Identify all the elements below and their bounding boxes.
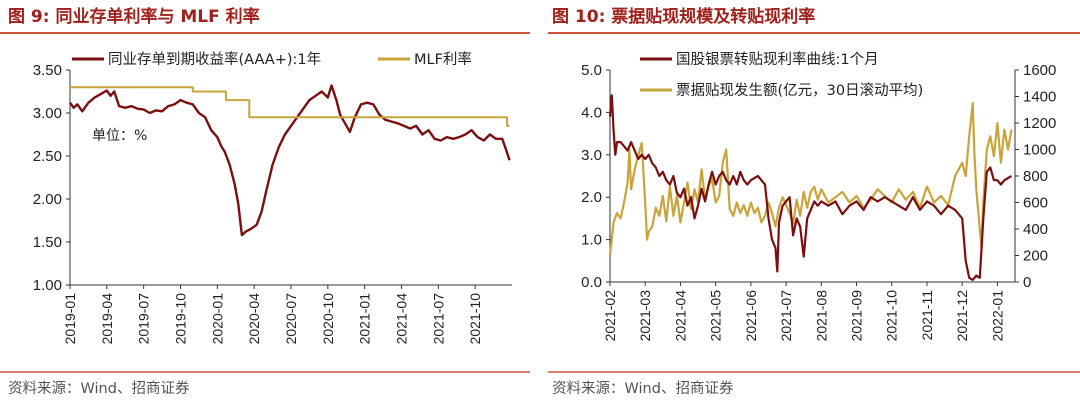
chart1-source: 资料来源：Wind、招商证券 [8,380,190,397]
chart2-y-tick-label: 3.0 [581,147,602,164]
chart2-y-tick-label: 0.0 [581,274,602,291]
chart2-title: 图 10: 票据贴现规模及转贴现利率 [552,6,815,27]
chart1-unit-note: 单位：% [92,128,147,144]
chart1-x-tick-label: 2021-10 [467,293,483,345]
chart2-x-tick-label: 2021-04 [672,290,688,342]
chart1-x-tick-label: 2021-01 [357,293,373,345]
chart1-y-tick-label: 2.50 [33,148,62,165]
chart2-x-tick-label: 2022-01 [989,290,1005,342]
chart1-x-tick-label: 2019-04 [99,293,115,345]
chart1-y-tick-label: 3.00 [33,105,62,122]
chart2-series-discount-volume [608,102,1013,256]
chart1-x-tick-label: 2019-10 [173,293,189,345]
chart2-y-tick-label: 1.0 [581,232,602,249]
chart2-y2-tick-label: 800 [1023,168,1048,185]
chart1-y-tick-label: 1.00 [33,277,62,294]
chart1-x-tick-label: 2019-01 [62,293,78,345]
chart1-legend-mlf: MLF利率 [414,51,472,68]
chart1-y-tick-label: 3.50 [33,62,62,79]
chart2-source: 资料来源：Wind、招商证券 [552,380,734,397]
chart1-x-tick-label: 2019-07 [136,293,152,345]
chart2-legend-rate: 国股银票转贴现利率曲线:1个月 [676,51,879,68]
chart1-series-ncd-rate [69,84,511,237]
chart1-x-tick-label: 2020-07 [283,293,299,345]
chart2-y2-tick-label: 600 [1023,195,1048,212]
chart2-x-tick-label: 2021-03 [637,290,653,342]
chart1-title: 图 9: 同业存单利率与 MLF 利率 [8,6,260,27]
chart2-y-tick-label: 4.0 [581,104,602,121]
chart1-series-mlf-rate [70,86,510,127]
chart2-y2-tick-label: 1000 [1023,142,1056,159]
chart2-series-rediscount-rate [608,94,1013,281]
chart2-x-tick-label: 2021-09 [849,290,865,342]
chart1-x-tick-label: 2020-04 [246,293,262,345]
chart2-y-tick-label: 2.0 [581,189,602,206]
chart1-plot: 3.50 3.00 2.50 2.00 1.50 1.00 2019-01 2019-04 2… [33,51,512,344]
chart2-y2-tick-label: 1200 [1023,115,1056,132]
chart1-x-tick-label: 2020-01 [209,293,225,345]
chart2-x-tick-label: 2021-12 [954,290,970,342]
chart2-x-tick-label: 2021-10 [884,290,900,342]
chart2-y2-tick-label: 1600 [1023,62,1056,79]
chart1-x-tick-label: 2021-04 [394,293,410,345]
chart2-y2-tick-label: 200 [1023,248,1048,265]
chart2-x-tick-label: 2021-06 [743,290,759,342]
chart2-x-tick-label: 2021-02 [602,290,618,342]
chart2-y-tick-label: 5.0 [581,62,602,79]
chart1-y-tick-label: 1.50 [33,234,62,251]
chart1-x-tick-label: 2021-07 [430,293,446,345]
chart2-plot: 5.0 4.0 3.0 2.0 1.0 0.0 1600 1400 1200 1000 800 60… [581,51,1056,341]
chart2-x-tick-label: 2021-08 [813,290,829,342]
chart2-x-tick-label: 2021-07 [778,290,794,342]
chart2-x-tick-label: 2021-05 [708,290,724,342]
chart1-y-tick-label: 2.00 [33,191,62,208]
chart2-legend-volume: 票据贴现发生额(亿元，30日滚动平均) [676,82,923,99]
chart2-y2-tick-label: 400 [1023,221,1048,238]
chart2-y2-tick-label: 1400 [1023,89,1056,106]
chart1-legend-rate: 同业存单到期收益率(AAA+):1年 [108,51,321,68]
chart1-x-tick-label: 2020-10 [320,293,336,345]
chart2-x-tick-label: 2021-11 [919,290,935,341]
chart2-y2-tick-label: 0 [1023,274,1031,291]
